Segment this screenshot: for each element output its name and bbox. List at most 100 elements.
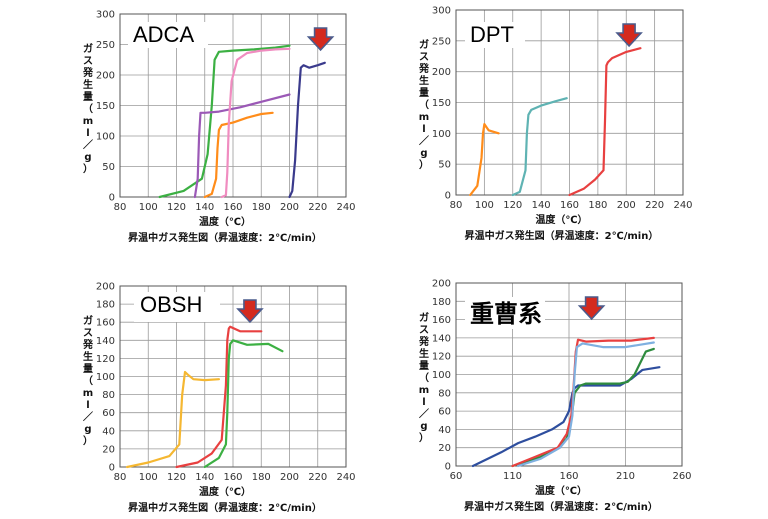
title-backdrop (465, 297, 545, 329)
y-tick-label: 50 (438, 160, 451, 171)
x-tick-label: 140 (532, 200, 551, 211)
y-tick-label: 60 (438, 407, 451, 418)
y-tick-label: 40 (102, 426, 115, 437)
x-tick-label: 80 (450, 200, 463, 211)
x-tick-label: 160 (223, 202, 242, 213)
x-tick-label: 160 (223, 472, 242, 483)
x-tick-label: 180 (252, 202, 271, 213)
chart-panel-1: 80 100 120 140 160 180 200 220 240 0 50 100 150 200 25… (82, 10, 356, 245)
y-tick-label: 0 (109, 463, 115, 474)
y-tick-label: 180 (96, 300, 115, 311)
x-tick-label: 220 (645, 200, 664, 211)
y-tick-label: 100 (432, 370, 451, 381)
x-tick-label: 110 (503, 471, 522, 482)
y-tick-label: 200 (96, 71, 115, 82)
x-tick-label: 160 (560, 200, 579, 211)
y-tick-label: 140 (96, 336, 115, 347)
x-tick-label: 100 (139, 472, 158, 483)
x-tick-label: 200 (280, 202, 299, 213)
title-backdrop (128, 22, 208, 48)
y-tick-label: 80 (438, 388, 451, 399)
series-line-4 (516, 341, 655, 468)
series-line-2 (511, 97, 568, 197)
y-tick-label: 300 (96, 10, 115, 21)
x-tick-label: 80 (114, 472, 127, 483)
y-tick-label: 160 (96, 318, 115, 329)
series-line-1 (125, 370, 220, 469)
y-tick-label: 200 (96, 282, 115, 293)
x-tick-label: 80 (114, 202, 127, 213)
x-tick-label: 260 (672, 471, 691, 482)
y-tick-label: 40 (438, 425, 451, 436)
series-line-1 (158, 44, 291, 199)
x-tick-label: 200 (280, 472, 299, 483)
series-line-3 (203, 111, 274, 199)
plot-frame (455, 282, 683, 467)
y-tick-label: 50 (102, 162, 115, 173)
y-tick-label: 80 (102, 390, 115, 401)
series-line-2 (175, 325, 263, 469)
x-tick-label: 140 (195, 202, 214, 213)
series-line-3 (203, 339, 284, 469)
chart-caption: 昇温中ガス発生図（昇温速度：2℃/min） (464, 500, 658, 513)
y-tick-label: 120 (432, 352, 451, 363)
chart-caption: 昇温中ガス発生図（昇温速度：2℃/min） (128, 231, 322, 244)
y-tick-label: 200 (432, 67, 451, 78)
x-axis-label: 温度（℃） (535, 213, 587, 226)
panel-title: OBSH (140, 292, 202, 317)
x-tick-label: 200 (617, 200, 636, 211)
x-tick-label: 140 (195, 472, 214, 483)
series-line-3 (511, 336, 655, 468)
x-tick-label: 160 (559, 471, 578, 482)
series-line-1 (471, 366, 661, 468)
x-tick-label: 220 (308, 202, 327, 213)
y-tick-label: 0 (445, 462, 451, 473)
y-tick-label: 180 (432, 297, 451, 308)
y-axis-label: ガス発生量（ m l ／ g） (418, 311, 430, 444)
arrow-down-icon (306, 27, 335, 52)
plot-frame (119, 285, 347, 468)
x-tick-label: 180 (252, 472, 271, 483)
x-tick-label: 100 (139, 202, 158, 213)
plot-frame (119, 13, 347, 198)
y-tick-label: 0 (109, 193, 115, 204)
y-tick-label: 150 (96, 101, 115, 112)
chart-panel-3: 80 100 120 140 160 180 200 220 240 0 20 40 60 80 100 12… (82, 282, 356, 515)
panel-title: ADCA (133, 22, 194, 47)
x-axis-label: 温度（℃） (199, 485, 251, 498)
title-backdrop (465, 22, 525, 48)
series-line-3 (568, 47, 642, 197)
y-axis-label: ガス発生量（ m l ／ g） (82, 42, 94, 175)
x-tick-label: 240 (673, 200, 692, 211)
y-tick-label: 250 (432, 36, 451, 47)
y-tick-label: 140 (432, 333, 451, 344)
title-backdrop (134, 292, 220, 322)
arrow-down-icon (615, 23, 643, 48)
x-tick-label: 120 (167, 202, 186, 213)
x-tick-label: 120 (503, 200, 522, 211)
x-axis-label: 温度（℃） (199, 215, 251, 228)
series-line-4 (220, 47, 291, 199)
y-tick-label: 0 (445, 191, 451, 202)
x-tick-label: 120 (167, 472, 186, 483)
y-axis-label: ガス発生量（ m l ／ g） (82, 314, 94, 447)
x-tick-label: 240 (336, 202, 355, 213)
series-line-1 (469, 122, 500, 197)
x-tick-label: 240 (336, 472, 355, 483)
x-tick-label: 60 (450, 471, 463, 482)
panel-title: DPT (470, 22, 514, 47)
x-axis-label: 温度（℃） (535, 484, 587, 497)
y-tick-label: 250 (96, 40, 115, 51)
y-tick-label: 160 (432, 315, 451, 326)
arrow-down-icon (236, 299, 264, 324)
y-tick-label: 120 (96, 354, 115, 365)
y-tick-label: 20 (102, 444, 115, 455)
chart-panel-4: 60 110 160 210 260 0 20 40 60 80 100 120 140 160 180 20… (418, 279, 692, 514)
x-tick-label: 210 (616, 471, 635, 482)
x-tick-label: 180 (588, 200, 607, 211)
x-tick-label: 220 (308, 472, 327, 483)
y-tick-label: 100 (96, 372, 115, 383)
chart-caption: 昇温中ガス発生図（昇温速度：2℃/min） (465, 229, 659, 242)
y-tick-label: 100 (432, 129, 451, 140)
